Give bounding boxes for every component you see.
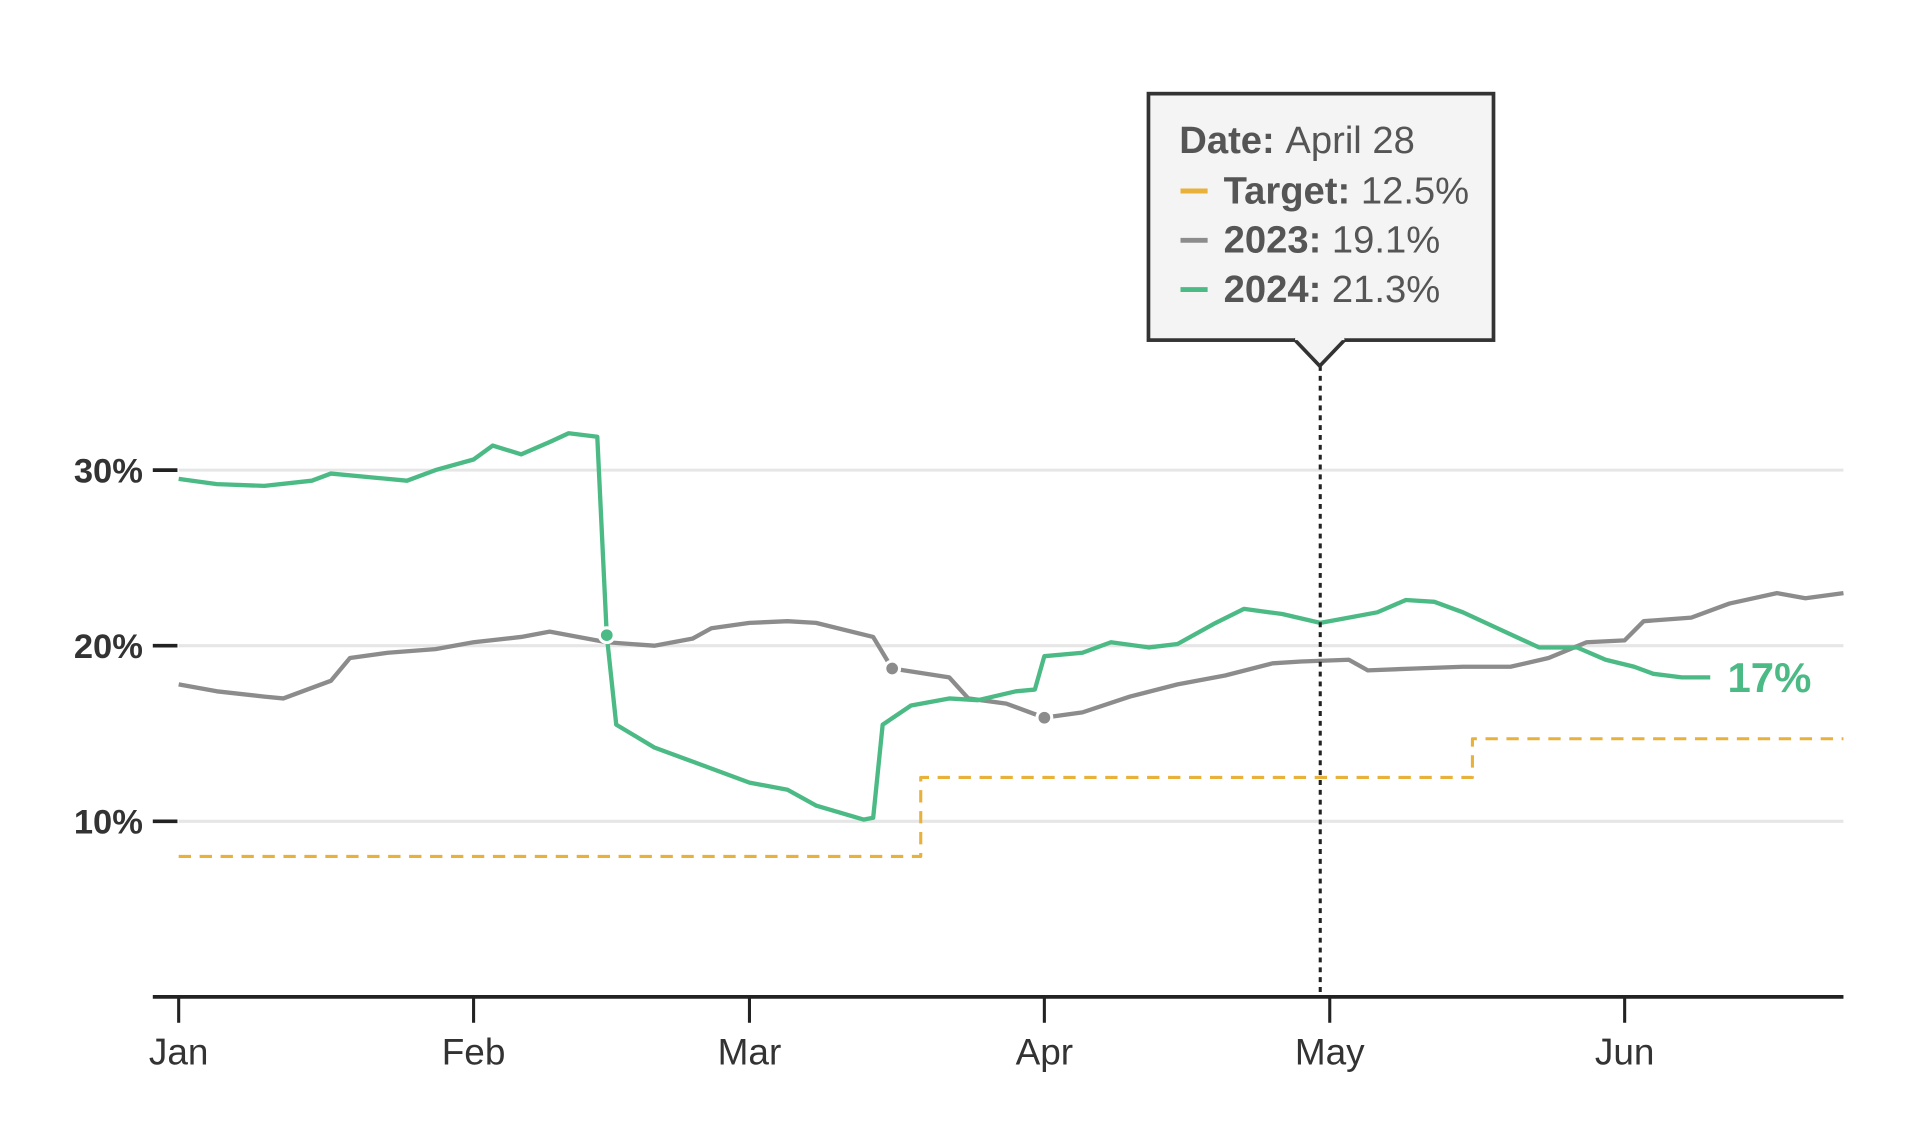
svg-text:2024: 21.3%: 2024: 21.3% bbox=[1224, 268, 1441, 311]
data-point-marker bbox=[1035, 708, 1054, 727]
series-line-2023 bbox=[178, 590, 1844, 720]
tooltip-target-label: Target: bbox=[1224, 169, 1351, 212]
tooltip-2023-label: 2023: bbox=[1224, 219, 1322, 262]
data-point-marker bbox=[597, 626, 616, 645]
tooltip-2024-value: 21.3% bbox=[1332, 268, 1440, 311]
tooltip-box bbox=[1146, 91, 1496, 342]
series-layer: 17% bbox=[178, 431, 1844, 858]
tooltip-date-value: April 28 bbox=[1285, 119, 1414, 162]
data-point-marker bbox=[883, 659, 902, 678]
x-tick-label: Mar bbox=[718, 1032, 782, 1073]
x-tick-label: Apr bbox=[1016, 1032, 1074, 1073]
svg-text:Date: April 28: Date: April 28 bbox=[1179, 119, 1415, 162]
gridlines bbox=[178, 468, 1844, 823]
tooltip-2023-value: 19.1% bbox=[1332, 219, 1440, 262]
y-tick-label: 10% bbox=[74, 804, 143, 842]
y-tick-label: 30% bbox=[74, 452, 143, 490]
svg-text:2023: 19.1%: 2023: 19.1% bbox=[1224, 219, 1441, 262]
series-line-target bbox=[178, 737, 1844, 858]
svg-text:Target: 12.5%: Target: 12.5% bbox=[1224, 169, 1470, 212]
y-tick-label: 20% bbox=[74, 628, 143, 666]
x-tick-label: May bbox=[1295, 1032, 1365, 1073]
x-tick-label: Jun bbox=[1595, 1032, 1655, 1073]
y-axis: 10% 20% 30% bbox=[74, 452, 178, 842]
tooltip-2024-label: 2024: bbox=[1224, 268, 1322, 311]
tooltip-date-label: Date: bbox=[1179, 119, 1275, 162]
tooltip-pointer bbox=[1292, 337, 1347, 369]
series-line-2024 bbox=[178, 431, 1711, 822]
tooltip: Date: April 28 Target: 12.5% 2023: 19.1%… bbox=[1146, 91, 1496, 369]
series-end-label: 17% bbox=[1728, 654, 1812, 701]
x-tick-label: Feb bbox=[442, 1032, 506, 1073]
tooltip-target-value: 12.5% bbox=[1361, 169, 1469, 212]
x-axis: Jan Feb Mar Apr May Jun bbox=[149, 995, 1844, 1073]
x-tick-label: Jan bbox=[149, 1032, 209, 1073]
